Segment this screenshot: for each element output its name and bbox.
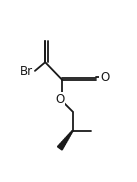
Text: O: O bbox=[55, 93, 64, 106]
Text: O: O bbox=[100, 71, 109, 84]
Polygon shape bbox=[66, 136, 69, 139]
Polygon shape bbox=[59, 143, 64, 148]
Text: Br: Br bbox=[19, 65, 33, 78]
Polygon shape bbox=[64, 138, 68, 141]
Polygon shape bbox=[58, 145, 63, 150]
Polygon shape bbox=[61, 142, 66, 146]
Polygon shape bbox=[69, 132, 72, 135]
Polygon shape bbox=[62, 140, 67, 144]
Polygon shape bbox=[68, 134, 70, 137]
Polygon shape bbox=[71, 131, 73, 133]
